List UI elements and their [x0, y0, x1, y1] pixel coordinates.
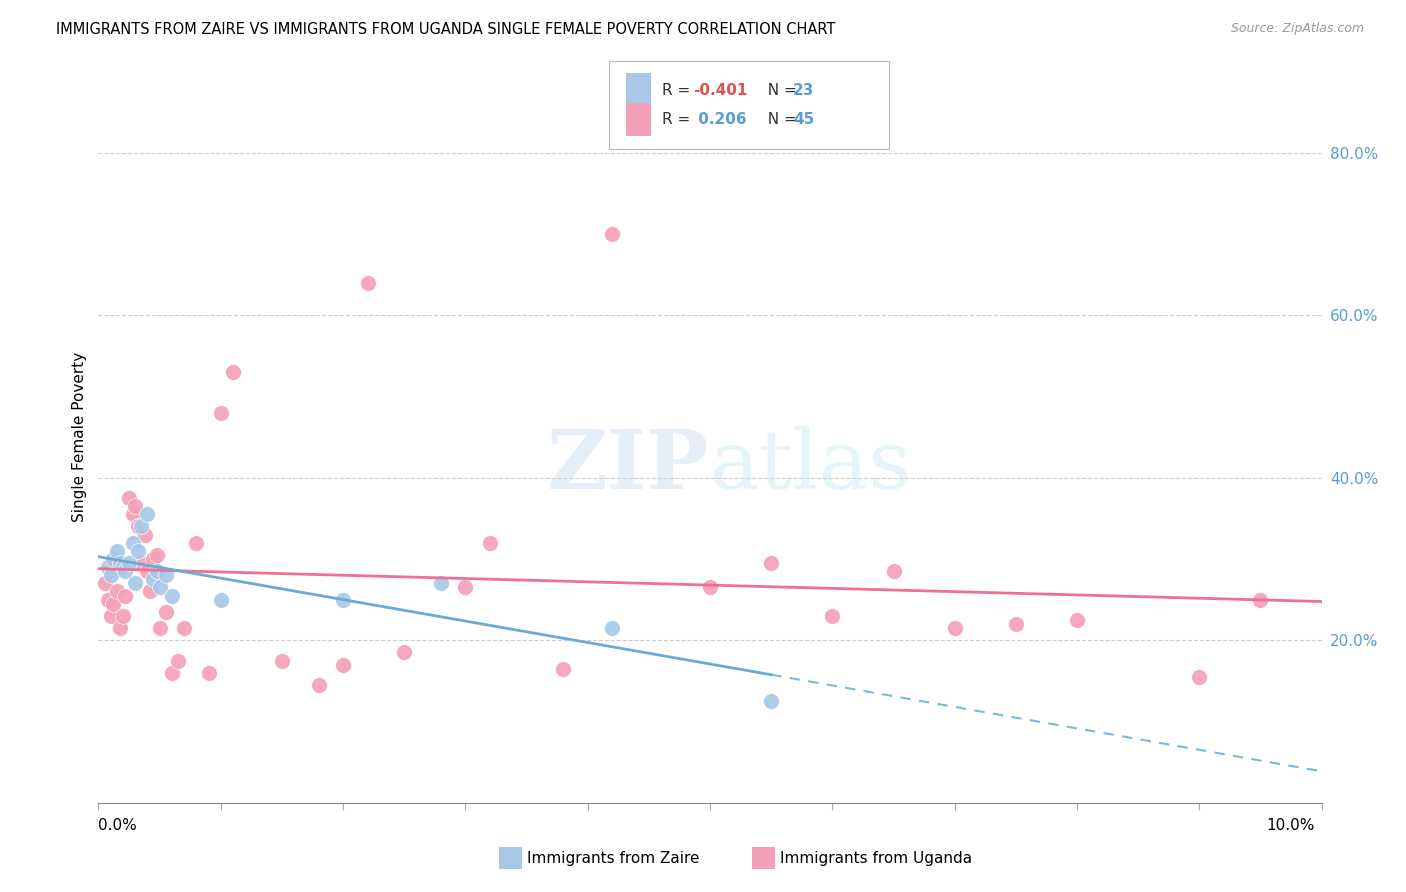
Point	[943, 621, 966, 635]
Text: N =: N =	[758, 83, 801, 97]
Point	[97, 560, 120, 574]
Point	[173, 621, 195, 635]
Point	[454, 581, 477, 595]
Point	[121, 508, 143, 522]
Point	[1249, 592, 1271, 607]
Point	[93, 576, 115, 591]
Text: R =: R =	[662, 112, 696, 127]
Point	[759, 556, 782, 570]
Point	[392, 645, 416, 659]
Point	[105, 544, 128, 558]
Point	[197, 665, 219, 680]
Text: Immigrants from Uganda: Immigrants from Uganda	[780, 851, 973, 865]
Text: R =: R =	[662, 83, 696, 97]
Text: 23: 23	[793, 83, 814, 97]
Point	[101, 597, 124, 611]
Point	[100, 608, 122, 623]
Point	[155, 605, 177, 619]
Point	[136, 508, 159, 522]
Point	[136, 564, 159, 578]
Point	[209, 592, 232, 607]
Point	[101, 552, 124, 566]
Point	[127, 519, 149, 533]
Point	[430, 576, 453, 591]
Point	[759, 694, 782, 708]
Point	[129, 556, 152, 570]
Point	[600, 227, 623, 241]
Point	[160, 665, 183, 680]
Point	[111, 608, 134, 623]
Point	[139, 584, 162, 599]
Point	[222, 365, 245, 379]
Point	[160, 589, 183, 603]
Point	[114, 564, 136, 578]
Point	[100, 568, 122, 582]
Point	[209, 406, 232, 420]
Text: Immigrants from Zaire: Immigrants from Zaire	[527, 851, 700, 865]
Point	[1188, 670, 1211, 684]
Point	[118, 556, 141, 570]
Point	[121, 535, 143, 549]
Y-axis label: Single Female Poverty: Single Female Poverty	[72, 352, 87, 522]
Point	[883, 564, 905, 578]
Point	[699, 581, 721, 595]
Point	[332, 657, 354, 672]
Text: Source: ZipAtlas.com: Source: ZipAtlas.com	[1230, 22, 1364, 36]
Point	[149, 621, 172, 635]
Point	[146, 564, 169, 578]
Point	[105, 584, 128, 599]
Point	[129, 519, 152, 533]
Point	[1004, 617, 1026, 632]
Text: 0.206: 0.206	[693, 112, 747, 127]
Point	[821, 608, 844, 623]
Text: IMMIGRANTS FROM ZAIRE VS IMMIGRANTS FROM UGANDA SINGLE FEMALE POVERTY CORRELATIO: IMMIGRANTS FROM ZAIRE VS IMMIGRANTS FROM…	[56, 22, 835, 37]
Point	[356, 276, 378, 290]
Text: ZIP: ZIP	[547, 426, 710, 507]
Point	[270, 654, 292, 668]
Point	[111, 560, 134, 574]
Point	[146, 548, 169, 562]
Point	[142, 572, 165, 586]
Point	[134, 527, 156, 541]
Text: 10.0%: 10.0%	[1267, 818, 1315, 832]
Point	[124, 499, 146, 513]
Text: 0.0%: 0.0%	[98, 818, 138, 832]
Point	[127, 544, 149, 558]
Point	[97, 592, 120, 607]
Point	[553, 662, 575, 676]
Point	[114, 589, 136, 603]
Point	[124, 576, 146, 591]
Point	[149, 581, 172, 595]
Point	[186, 535, 208, 549]
Text: N =: N =	[758, 112, 801, 127]
Point	[167, 654, 190, 668]
Text: atlas: atlas	[710, 426, 912, 507]
Point	[478, 535, 501, 549]
Point	[332, 592, 354, 607]
Point	[118, 491, 141, 505]
Point	[110, 556, 132, 570]
Point	[600, 621, 623, 635]
Point	[110, 621, 132, 635]
Point	[155, 568, 177, 582]
Text: 45: 45	[793, 112, 814, 127]
Point	[308, 678, 330, 692]
Point	[1066, 613, 1088, 627]
Point	[142, 552, 165, 566]
Text: -0.401: -0.401	[693, 83, 748, 97]
